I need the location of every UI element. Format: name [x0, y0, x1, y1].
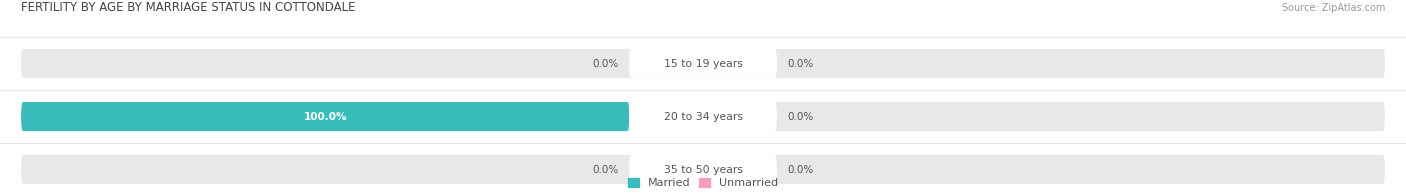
FancyBboxPatch shape	[630, 102, 778, 131]
Text: 35 to 50 years: 35 to 50 years	[664, 164, 742, 174]
Text: 0.0%: 0.0%	[592, 59, 619, 69]
Text: 0.0%: 0.0%	[787, 112, 814, 122]
FancyBboxPatch shape	[21, 102, 630, 131]
FancyBboxPatch shape	[21, 49, 1385, 78]
Text: 20 to 34 years: 20 to 34 years	[664, 112, 742, 122]
Text: Source: ZipAtlas.com: Source: ZipAtlas.com	[1281, 3, 1385, 13]
FancyBboxPatch shape	[630, 49, 778, 78]
Text: FERTILITY BY AGE BY MARRIAGE STATUS IN COTTONDALE: FERTILITY BY AGE BY MARRIAGE STATUS IN C…	[21, 1, 356, 15]
Text: 15 to 19 years: 15 to 19 years	[664, 59, 742, 69]
Text: 100.0%: 100.0%	[304, 112, 347, 122]
Legend: Married, Unmarried: Married, Unmarried	[623, 173, 783, 192]
Text: 0.0%: 0.0%	[787, 59, 814, 69]
FancyBboxPatch shape	[630, 155, 778, 184]
FancyBboxPatch shape	[21, 155, 1385, 184]
Text: 0.0%: 0.0%	[592, 164, 619, 174]
Text: 0.0%: 0.0%	[787, 164, 814, 174]
FancyBboxPatch shape	[21, 102, 1385, 131]
